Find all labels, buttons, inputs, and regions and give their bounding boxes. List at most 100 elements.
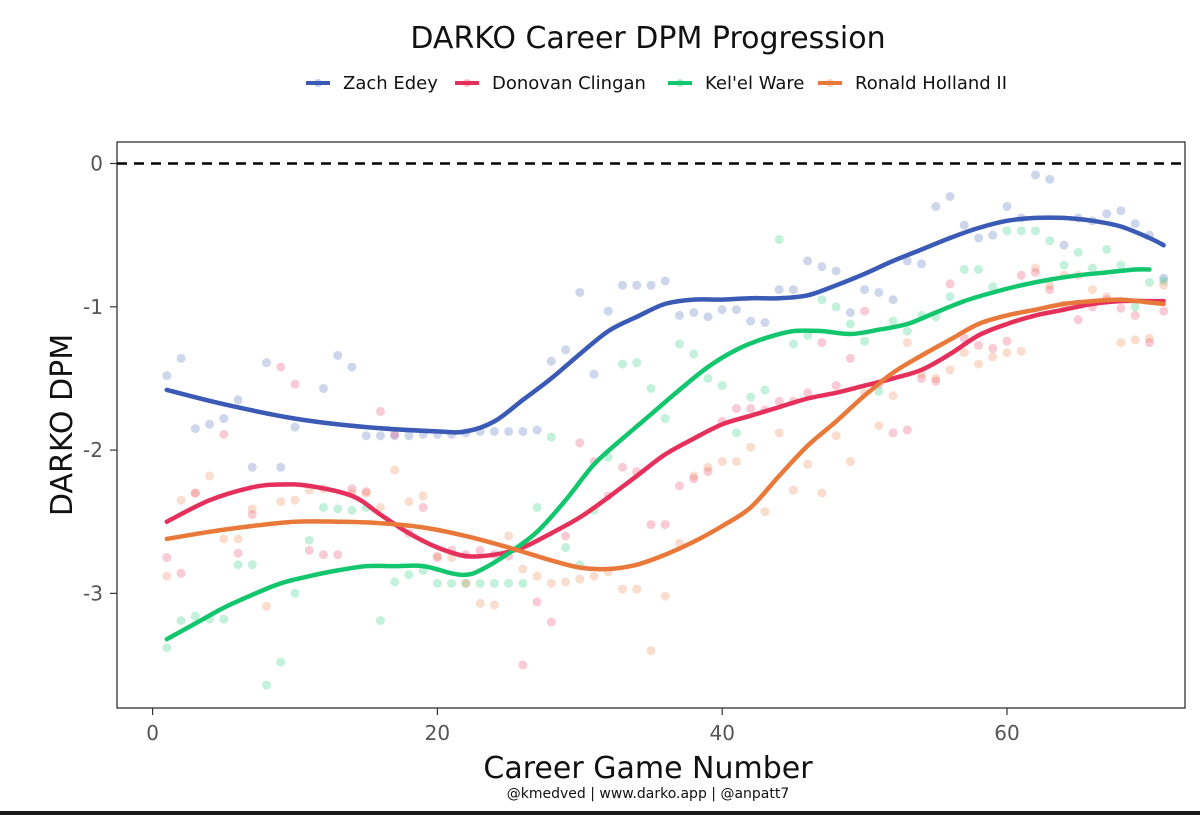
data-point [717,381,727,391]
data-point [333,504,343,514]
data-point [561,577,571,587]
data-point [660,520,670,530]
data-point [176,616,186,626]
data-point [347,484,357,494]
data-point [219,534,229,544]
data-point [860,306,870,316]
data-point [489,600,499,610]
x-axis: 0 20 40 60 [146,708,1020,745]
data-point [318,502,328,512]
data-point [646,520,656,530]
data-point [774,428,784,438]
data-point [646,383,656,393]
data-point [888,316,898,326]
data-point [504,578,514,588]
data-point [888,295,898,305]
data-point [632,584,642,594]
data-point [361,431,371,441]
data-point [504,426,514,436]
data-point [660,276,670,286]
legend-point [676,79,684,87]
data-point [1116,206,1126,216]
data-point [219,414,229,424]
data-point [518,426,528,436]
data-point [988,352,998,362]
data-point [518,564,528,574]
data-point [902,425,912,435]
data-point [219,614,229,624]
series-line [164,215,1166,435]
data-point [803,330,813,340]
data-point [703,467,713,477]
data-point [874,421,884,431]
data-point [489,578,499,588]
points-layer [162,170,1169,690]
data-point [176,568,186,578]
legend-point [826,79,834,87]
y-tick-label: -1 [83,295,103,319]
data-point [689,471,699,481]
data-point [290,588,300,598]
data-point [774,396,784,406]
data-point [1159,306,1169,316]
data-point [860,285,870,295]
data-point [945,292,955,302]
y-axis: 0 -1 -2 -3 [83,151,117,605]
x-tick-label: 40 [709,721,734,745]
data-point [489,426,499,436]
data-point [774,285,784,295]
data-point [461,578,471,588]
legend-point [314,79,322,87]
legend-item: Donovan Clingan [455,73,646,94]
data-point [347,362,357,372]
data-point [233,548,243,558]
data-point [205,419,215,429]
data-point [1116,338,1126,348]
data-point [532,571,542,581]
data-point [845,457,855,467]
data-point [646,280,656,290]
data-point [831,266,841,276]
data-point [418,502,428,512]
data-point [390,431,400,441]
data-point [788,285,798,295]
data-point [262,680,272,690]
data-point [1073,315,1083,325]
data-point [1130,310,1140,320]
data-point [803,459,813,469]
legend-item: Kel'el Ware [668,73,804,94]
data-point [674,481,684,491]
data-point [190,488,200,498]
data-point [475,578,485,588]
data-point [674,310,684,320]
data-point [717,457,727,467]
data-point [1030,226,1040,236]
data-point [190,424,200,434]
data-point [632,280,642,290]
data-point [888,428,898,438]
data-point [361,488,371,498]
y-tick-label: -2 [83,438,103,462]
data-point [518,578,528,588]
data-point [290,422,300,432]
data-point [1045,236,1055,246]
data-point [304,545,314,555]
data-point [760,507,770,517]
data-point [546,432,556,442]
legend-item: Ronald Holland II [818,73,1007,94]
data-point [703,462,713,472]
data-point [1116,260,1126,270]
data-point [1002,336,1012,346]
data-point [618,462,628,472]
data-point [760,385,770,395]
data-point [902,256,912,266]
data-point [1059,240,1069,250]
data-point [561,345,571,355]
data-point [1030,267,1040,277]
data-point [589,369,599,379]
data-point [618,584,628,594]
data-point [703,373,713,383]
data-point [803,256,813,266]
data-point [1159,273,1169,283]
